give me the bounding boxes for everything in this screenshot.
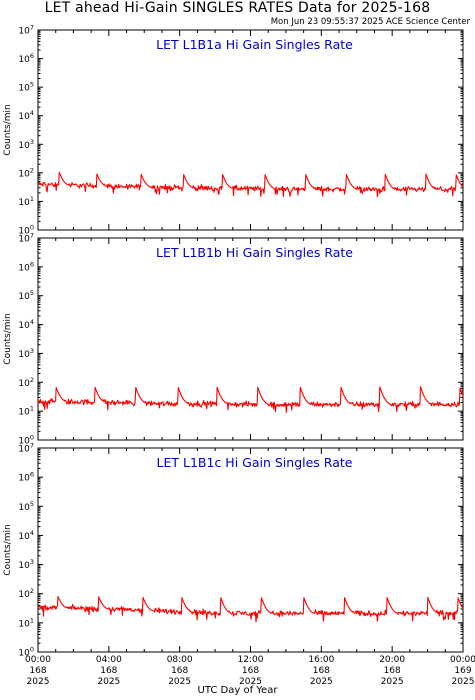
plot-frame: [37, 447, 464, 653]
y-tick-label: 102: [18, 587, 34, 600]
series-line: [37, 595, 464, 623]
x-tick-label: 00:00: [25, 655, 51, 665]
x-tick-label: 2025: [452, 677, 475, 687]
x-axis-label: UTC Day of Year: [197, 685, 278, 696]
y-tick-label: 105: [18, 289, 34, 302]
y-tick-label: 102: [18, 166, 34, 179]
x-tick-label: 168: [384, 666, 401, 676]
y-axis-label: Counts/min: [3, 313, 13, 364]
panel-title: LET L1B1b Hi Gain Singles Rate: [156, 245, 353, 260]
x-tick-label: 12:00: [238, 655, 264, 665]
panel-title: LET L1B1c Hi Gain Singles Rate: [157, 455, 353, 470]
y-tick-label: 101: [18, 405, 34, 418]
timestamp: Mon Jun 23 09:55:37 2025 ACE Science Cen…: [270, 17, 470, 27]
y-tick-label: 101: [18, 616, 34, 629]
x-tick-label: 168: [29, 666, 46, 676]
series-line: [37, 386, 464, 413]
x-tick-label: 169: [454, 666, 471, 676]
panel-title: LET L1B1a Hi Gain Singles Rate: [156, 37, 353, 52]
y-tick-label: 106: [18, 471, 34, 484]
x-tick-label: 2025: [381, 677, 404, 687]
x-tick-label: 2025: [27, 677, 50, 687]
y-tick-label: 105: [18, 500, 34, 513]
plot-frame: [37, 237, 464, 441]
series-line: [37, 171, 464, 198]
y-tick-label: 106: [18, 260, 34, 273]
x-tick-label: 168: [242, 666, 259, 676]
x-tick-label: 2025: [97, 677, 120, 687]
y-tick-label: 101: [18, 195, 34, 208]
chart-title: LET ahead Hi-Gain SINGLES RATES Data for…: [44, 0, 431, 16]
x-tick-label: 00:00: [450, 655, 475, 665]
x-tick-label: 20:00: [379, 655, 405, 665]
y-tick-label: 104: [18, 109, 34, 122]
x-tick-label: 168: [313, 666, 330, 676]
y-axis-label: Counts/min: [3, 104, 13, 155]
y-tick-label: 102: [18, 376, 34, 389]
y-tick-label: 106: [18, 52, 34, 65]
y-tick-label: 103: [18, 138, 34, 151]
y-tick-label: 100: [18, 224, 34, 237]
y-tick-label: 107: [18, 24, 34, 37]
y-tick-label: 107: [18, 442, 34, 455]
y-tick-label: 104: [18, 529, 34, 542]
x-tick-label: 168: [171, 666, 188, 676]
plot-frame: [37, 29, 464, 231]
y-tick-label: 103: [18, 558, 34, 571]
y-tick-label: 105: [18, 81, 34, 94]
y-tick-label: 104: [18, 318, 34, 331]
y-tick-label: 107: [18, 232, 34, 245]
y-tick-label: 103: [18, 347, 34, 360]
x-tick-label: 2025: [310, 677, 333, 687]
x-tick-label: 04:00: [96, 655, 122, 665]
y-tick-label: 100: [18, 646, 34, 659]
x-tick-label: 168: [100, 666, 117, 676]
y-axis-label: Counts/min: [3, 524, 13, 575]
x-tick-label: 2025: [168, 677, 191, 687]
x-tick-label: 08:00: [167, 655, 193, 665]
x-tick-label: 16:00: [308, 655, 334, 665]
x-tick-label: 2025: [239, 677, 262, 687]
y-tick-label: 100: [18, 434, 34, 447]
